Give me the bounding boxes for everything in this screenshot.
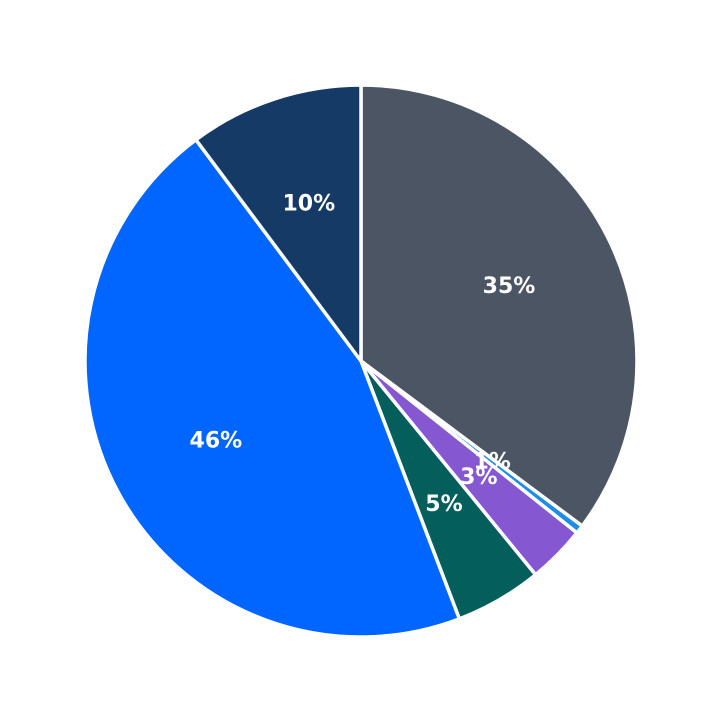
pie-slice-label-1: 1% bbox=[473, 450, 510, 475]
pie-slice-label-0: 35% bbox=[483, 274, 536, 299]
pie-slice-label-2: 3% bbox=[460, 465, 497, 490]
pie-slice-label-3: 5% bbox=[425, 492, 462, 517]
pie-labels: 35% 1%3%5% 46% 10% bbox=[190, 191, 536, 516]
pie-slice-5 bbox=[194, 83, 363, 363]
pie-slices bbox=[83, 83, 639, 639]
pie-slice-label-5: 10% bbox=[283, 191, 336, 216]
pie-slice-4 bbox=[83, 138, 462, 639]
pie-slice-label-4: 46% bbox=[190, 428, 243, 453]
pie-slice-0 bbox=[359, 83, 639, 528]
